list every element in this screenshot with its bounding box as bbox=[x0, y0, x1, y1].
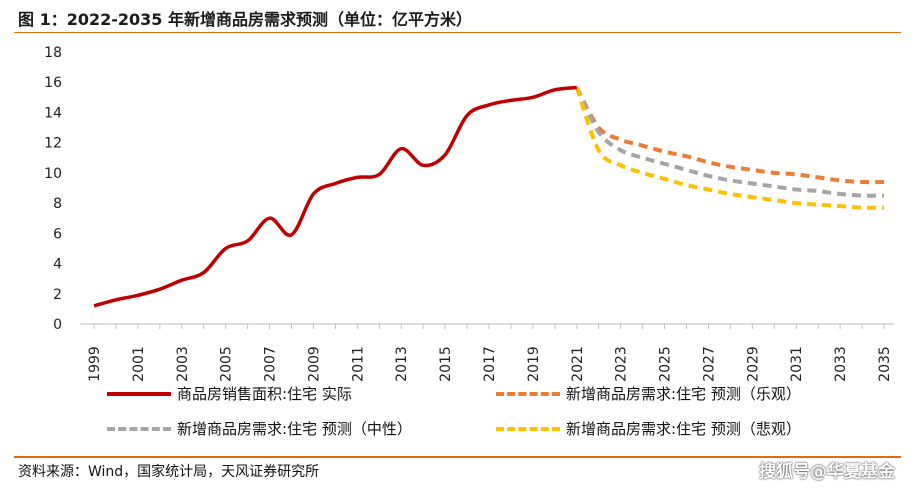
x-tick-label: 2033 bbox=[833, 346, 849, 382]
source-note: 资料来源：Wind，国家统计局，天风证券研究所 bbox=[18, 464, 320, 480]
y-tick-label: 0 bbox=[53, 317, 62, 333]
x-tick-label: 2029 bbox=[745, 346, 761, 382]
series-line-optimistic bbox=[575, 86, 885, 185]
chart-title: 图 1：2022-2035 年新增商品房需求预测（单位：亿平方米） bbox=[18, 10, 472, 29]
x-tick-label: 2027 bbox=[701, 346, 717, 382]
x-tick-label: 2021 bbox=[570, 346, 586, 382]
x-tick-label: 2011 bbox=[350, 346, 366, 382]
y-tick-label: 8 bbox=[53, 196, 62, 212]
y-tick-label: 6 bbox=[53, 226, 62, 242]
y-tick-label: 14 bbox=[44, 105, 62, 121]
series-line-pessimistic bbox=[574, 86, 885, 210]
y-tick-label: 16 bbox=[44, 75, 62, 91]
y-tick-label: 10 bbox=[44, 166, 62, 182]
x-tick-label: 2023 bbox=[614, 346, 630, 382]
x-tick-label: 1999 bbox=[87, 346, 103, 382]
x-tick-label: 2035 bbox=[877, 346, 893, 382]
title-divider bbox=[14, 32, 901, 33]
y-tick-label: 4 bbox=[53, 257, 62, 273]
y-tick-label: 2 bbox=[53, 287, 62, 303]
x-tick-label: 2005 bbox=[219, 346, 235, 382]
x-tick-label: 2013 bbox=[394, 346, 410, 382]
watermark: 搜狐号@华夏基金 bbox=[759, 462, 895, 482]
x-tick-label: 2025 bbox=[658, 346, 674, 382]
y-tick-label: 18 bbox=[44, 45, 62, 61]
footer-divider bbox=[14, 456, 901, 458]
x-tick-label: 2003 bbox=[175, 346, 191, 382]
x-tick-label: 2031 bbox=[789, 346, 805, 382]
series-line-actual bbox=[93, 85, 577, 308]
x-tick-label: 2019 bbox=[526, 346, 542, 382]
x-tick-label: 2001 bbox=[131, 346, 147, 382]
x-tick-label: 2007 bbox=[263, 346, 279, 382]
x-tick-label: 2009 bbox=[306, 346, 322, 382]
x-tick-label: 2015 bbox=[438, 346, 454, 382]
y-tick-label: 12 bbox=[44, 136, 62, 152]
x-tick-label: 2017 bbox=[482, 346, 498, 382]
